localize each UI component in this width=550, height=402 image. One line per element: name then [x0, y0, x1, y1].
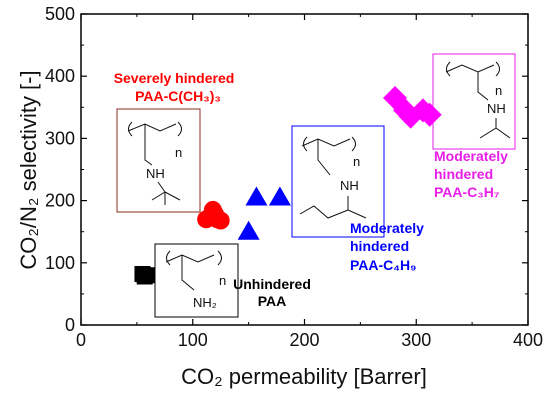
- data-point-triangle: [237, 220, 260, 240]
- isopropyl-icon: [479, 118, 511, 139]
- structure-n-label: n: [353, 154, 360, 169]
- annotation-propyl-line3: PAA-C₃H₇: [434, 184, 499, 200]
- y-tick-label: 300: [45, 128, 75, 148]
- bracket-right-icon: [217, 250, 222, 266]
- y-tick-label: 0: [65, 315, 75, 335]
- annotation-severe-line2: PAA-C(CH₃)₃: [135, 88, 221, 104]
- sec-butyl-icon: [299, 196, 367, 219]
- data-point-square: [140, 267, 157, 284]
- structure-n-label: n: [175, 145, 182, 160]
- data-point-diamond: [417, 102, 442, 127]
- y-tick-label: 200: [45, 191, 75, 211]
- structure-severe: n NH: [116, 108, 201, 213]
- polymer-backbone-icon: [165, 254, 215, 291]
- annotation-propyl-line2: hindered: [434, 166, 493, 182]
- annotation-butyl-line1: Moderately: [350, 220, 424, 236]
- annotation-propyl-line1: Moderately: [434, 148, 508, 164]
- structure-n-label: n: [495, 83, 502, 98]
- annotation-unhindered: Unhindered PAA: [233, 276, 311, 309]
- x-tick-label: 200: [289, 330, 319, 350]
- x-tick-label: 100: [178, 330, 208, 350]
- x-tick-label: 400: [513, 330, 543, 350]
- structure-box-severe: [116, 108, 201, 213]
- x-tick-label: 0: [76, 330, 86, 350]
- bracket-left-icon: [446, 61, 451, 77]
- x-axis-title: CO₂ permeability [Barrer]: [181, 364, 427, 389]
- polymer-backbone-icon: [127, 123, 177, 166]
- annotation-severe: Severely hindered PAA-C(CH₃)₃: [114, 70, 235, 104]
- tert-butyl-icon: [151, 181, 181, 205]
- y-tick-label: 100: [45, 253, 75, 273]
- bracket-right-icon: [177, 121, 182, 137]
- structure-propyl: n NH: [432, 53, 516, 150]
- bracket-right-icon: [351, 136, 356, 152]
- annotation-severe-line1: Severely hindered: [114, 70, 235, 86]
- data-markers: [134, 85, 442, 285]
- structure-nh2-label: NH₂: [193, 295, 217, 310]
- data-point-triangle: [245, 186, 268, 206]
- annotation-unhindered-line2: PAA: [258, 293, 287, 309]
- structure-butyl: n NH: [291, 125, 385, 238]
- data-point-circle: [211, 211, 230, 230]
- y-tick-label: 500: [45, 4, 75, 24]
- annotation-unhindered-line1: Unhindered: [233, 276, 311, 292]
- structure-box-unhindered: [154, 243, 239, 318]
- axis-ticks: 0 100 200 300 400 0 100 200 300 400 500: [45, 4, 543, 350]
- y-tick-label: 400: [45, 66, 75, 86]
- structure-nh-label: NH: [487, 101, 506, 116]
- polymer-backbone-icon: [301, 138, 351, 176]
- structure-nh-label: NH: [340, 178, 359, 193]
- annotation-butyl: Moderately hindered PAA-C₄H₉: [350, 220, 424, 273]
- bracket-left-icon: [303, 136, 308, 152]
- bracket-right-icon: [495, 61, 500, 77]
- data-point-triangle: [268, 186, 291, 206]
- bracket-left-icon: [128, 121, 133, 137]
- x-tick-label: 300: [401, 330, 431, 350]
- structure-n-label: n: [219, 273, 226, 288]
- structure-nh-label: NH: [146, 166, 165, 181]
- polymer-backbone-icon: [445, 64, 495, 101]
- annotation-butyl-line3: PAA-C₄H₉: [350, 257, 416, 273]
- bracket-left-icon: [166, 250, 171, 266]
- y-axis-title: CO₂/N₂ selectivity [-]: [16, 70, 41, 269]
- annotation-propyl: Moderately hindered PAA-C₃H₇: [434, 148, 508, 200]
- structure-unhindered: n NH₂: [154, 243, 239, 318]
- annotation-butyl-line2: hindered: [350, 238, 409, 254]
